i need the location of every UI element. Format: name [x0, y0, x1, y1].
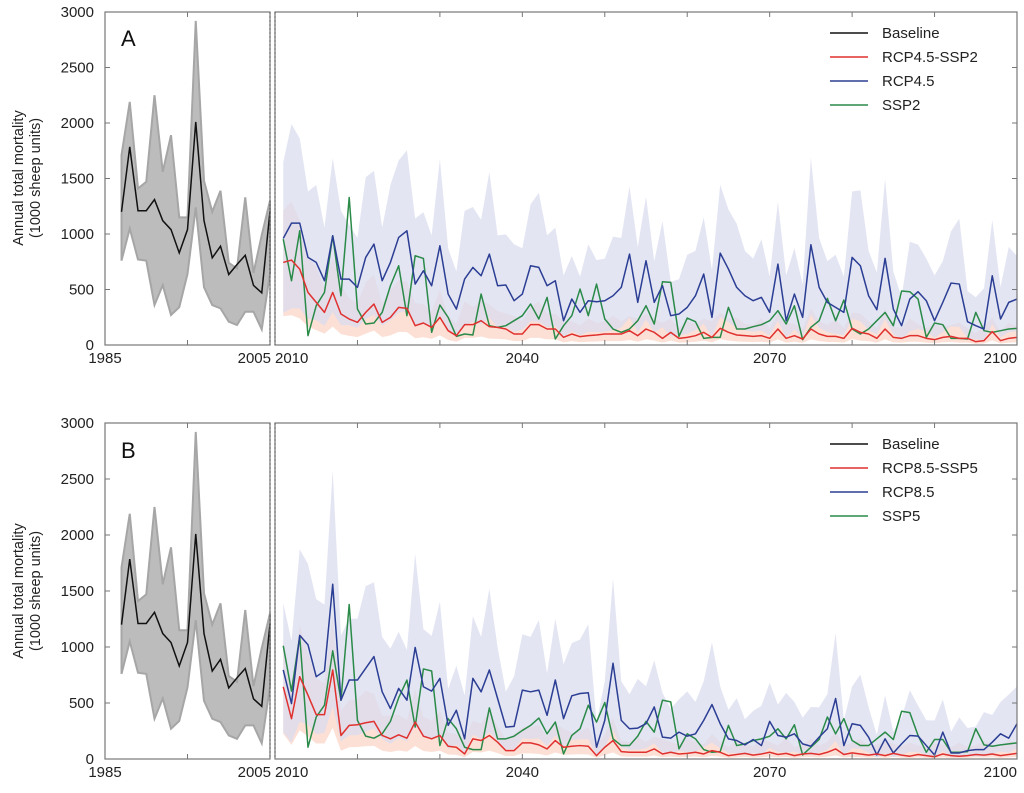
- y-tick-label: 1000: [61, 639, 94, 656]
- legend-item: RCP4.5: [830, 73, 935, 90]
- x-tick-label: 2040: [506, 764, 539, 781]
- axis-gap-bottom: [271, 758, 274, 760]
- legend-label: RCP8.5-SSP5: [882, 460, 978, 477]
- rcp4-5-line: [282, 222, 1018, 330]
- legend-item: Baseline: [830, 25, 940, 42]
- y-tick-label: 1500: [61, 171, 94, 188]
- legend-label: RCP8.5: [882, 484, 935, 501]
- y-axis-label-line2: (1000 sheep units): [28, 118, 44, 238]
- ssp2-line: [282, 196, 1018, 341]
- y-axis-label-line1: Annual total mortality: [11, 110, 27, 246]
- x-tick-label: 2010: [275, 350, 308, 367]
- x-tick-label: 2070: [753, 764, 786, 781]
- x-tick-label: 2100: [984, 350, 1017, 367]
- rcp8-5-uncertainty-band: [283, 470, 1017, 758]
- legend-label: RCP4.5-SSP2: [882, 49, 978, 66]
- panel-a: Annual total mortality (1000 sheep units…: [11, 4, 1018, 367]
- x-tick-label: 2010: [275, 764, 308, 781]
- y-tick-label: 1500: [61, 583, 94, 600]
- legend: Baseline RCP8.5-SSP5 RCP8.5 SSP5: [830, 436, 978, 525]
- baseline-line: [120, 533, 271, 708]
- x-tick-label: 2040: [506, 350, 539, 367]
- x-tick-label: 1985: [88, 764, 121, 781]
- rcp4-5-ssp2-line: [283, 259, 1018, 343]
- y-axis-label-line2: (1000 sheep units): [28, 531, 44, 651]
- y-tick-label: 0: [86, 337, 94, 354]
- y-tick-label: 0: [86, 751, 94, 768]
- legend-item: Baseline: [830, 436, 940, 453]
- panel-label: A: [121, 26, 136, 51]
- x-tick-label: 1985: [88, 350, 121, 367]
- axis-gap-bottom: [271, 344, 274, 346]
- y-tick-label: 500: [69, 695, 94, 712]
- legend: Baseline RCP4.5-SSP2 RCP4.5 SSP2: [830, 25, 978, 114]
- baseline-uncertainty-band: [120, 20, 271, 333]
- x-tick-label: 2070: [753, 350, 786, 367]
- rcp8-5-ssp5-line: [282, 669, 1018, 758]
- legend-item: RCP8.5: [830, 484, 935, 501]
- baseline-line: [120, 121, 271, 295]
- legend-item: RCP4.5-SSP2: [830, 49, 978, 66]
- rcp8-5-line: [282, 583, 1018, 756]
- y-tick-label: 1000: [61, 226, 94, 243]
- legend-label: Baseline: [882, 436, 940, 453]
- panel-b: Annual total mortality (1000 sheep units…: [11, 415, 1018, 781]
- y-tick-label: 2000: [61, 115, 94, 132]
- legend-item: SSP2: [830, 97, 920, 114]
- legend-item: RCP8.5-SSP5: [830, 460, 978, 477]
- legend-label: SSP5: [882, 508, 920, 525]
- y-tick-label: 2000: [61, 527, 94, 544]
- x-tick-label: 2005: [238, 350, 271, 367]
- rcp8-5-ssp5-uncertainty-band: [283, 614, 1017, 759]
- y-tick-label: 2500: [61, 471, 94, 488]
- legend-label: Baseline: [882, 25, 940, 42]
- x-tick-label: 2005: [238, 764, 271, 781]
- y-tick-label: 3000: [61, 415, 94, 432]
- y-axis-label-line1: Annual total mortality: [11, 523, 27, 659]
- legend-item: SSP5: [830, 508, 920, 525]
- legend-label: RCP4.5: [882, 73, 935, 90]
- axis-gap-top: [271, 11, 274, 13]
- ssp5-line: [282, 603, 1018, 756]
- panel-label: B: [121, 438, 136, 463]
- y-tick-label: 3000: [61, 4, 94, 21]
- x-tick-label: 2100: [984, 764, 1017, 781]
- rcp4-5-uncertainty-band: [283, 124, 1017, 341]
- legend-label: SSP2: [882, 97, 920, 114]
- axis-gap-top: [271, 422, 274, 424]
- baseline-uncertainty-band: [120, 431, 271, 747]
- y-tick-label: 500: [69, 282, 94, 299]
- y-tick-label: 2500: [61, 60, 94, 77]
